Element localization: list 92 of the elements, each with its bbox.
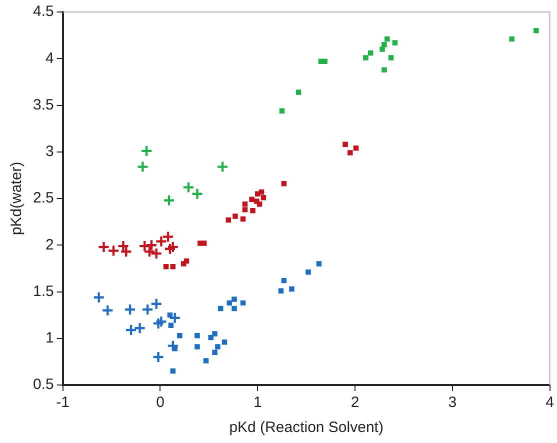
point — [226, 217, 232, 223]
point — [194, 344, 200, 350]
point — [201, 240, 207, 246]
point — [256, 201, 262, 207]
point — [281, 278, 287, 284]
x-tick-label: 1 — [253, 394, 262, 412]
point — [322, 58, 328, 64]
point — [509, 36, 514, 42]
point — [102, 304, 114, 316]
point — [232, 214, 238, 219]
y-axis-title: pKd(water) — [8, 162, 26, 236]
point — [140, 144, 153, 158]
point — [170, 264, 176, 270]
point — [141, 303, 154, 316]
point — [152, 350, 164, 364]
point — [255, 191, 260, 196]
point — [232, 306, 237, 312]
point — [170, 368, 176, 374]
point — [384, 36, 390, 42]
point — [240, 300, 246, 306]
point — [167, 312, 173, 318]
point — [380, 46, 385, 52]
point — [134, 322, 146, 334]
point — [353, 146, 359, 151]
point — [279, 108, 285, 114]
point — [162, 194, 176, 206]
x-tick-label: 4 — [546, 394, 554, 412]
point — [242, 201, 248, 207]
point — [203, 358, 209, 364]
point — [382, 42, 387, 48]
point — [107, 244, 120, 257]
point — [155, 315, 168, 328]
point — [172, 346, 178, 352]
point — [240, 216, 246, 222]
point — [218, 306, 224, 312]
point — [260, 194, 266, 200]
point — [222, 339, 228, 345]
y-tick-label: 0.5 — [32, 376, 54, 394]
y-tick-label: 4 — [46, 50, 54, 67]
point — [368, 50, 374, 56]
point — [124, 324, 138, 336]
point — [242, 207, 248, 212]
point — [289, 286, 294, 292]
point — [306, 270, 311, 275]
x-tick-label: 2 — [350, 394, 360, 412]
x-tick-label: 3 — [448, 394, 457, 412]
y-tick-label: 1.5 — [32, 282, 54, 300]
x-tick-label: -1 — [56, 394, 70, 412]
point — [382, 67, 387, 72]
point — [166, 240, 180, 254]
y-tick-label: 2 — [46, 236, 54, 254]
point — [155, 235, 168, 248]
point — [226, 300, 232, 306]
point — [168, 322, 174, 328]
point — [163, 264, 169, 270]
point — [232, 296, 237, 302]
point — [150, 298, 162, 310]
point — [168, 312, 181, 324]
point — [184, 258, 190, 264]
point — [296, 90, 302, 95]
point — [212, 331, 218, 336]
point — [194, 332, 200, 338]
point — [164, 242, 176, 255]
point — [177, 332, 182, 338]
point — [136, 160, 149, 173]
point — [388, 55, 394, 60]
point — [216, 160, 229, 173]
y-tick-label: 4.5 — [32, 3, 54, 20]
point — [124, 303, 136, 316]
point — [281, 180, 287, 186]
point — [316, 261, 322, 266]
point — [249, 196, 254, 202]
point — [162, 230, 174, 243]
point — [278, 288, 284, 294]
y-tick-label: 1 — [46, 330, 54, 347]
y-tick-label: 3.5 — [32, 96, 54, 114]
point — [363, 55, 368, 60]
point — [152, 317, 164, 330]
point — [348, 150, 353, 156]
point — [215, 344, 220, 350]
y-tick-label: 2.5 — [32, 190, 54, 207]
x-tick-label: 0 — [156, 394, 164, 412]
x-axis-title: pKd (Reaction Solvent) — [229, 419, 384, 436]
point — [98, 240, 110, 254]
point — [212, 350, 218, 355]
point — [250, 208, 256, 214]
point — [92, 291, 105, 304]
point — [534, 28, 539, 34]
point — [258, 189, 264, 195]
point — [392, 40, 398, 46]
y-tick-label: 3 — [46, 143, 54, 160]
point — [342, 142, 348, 148]
